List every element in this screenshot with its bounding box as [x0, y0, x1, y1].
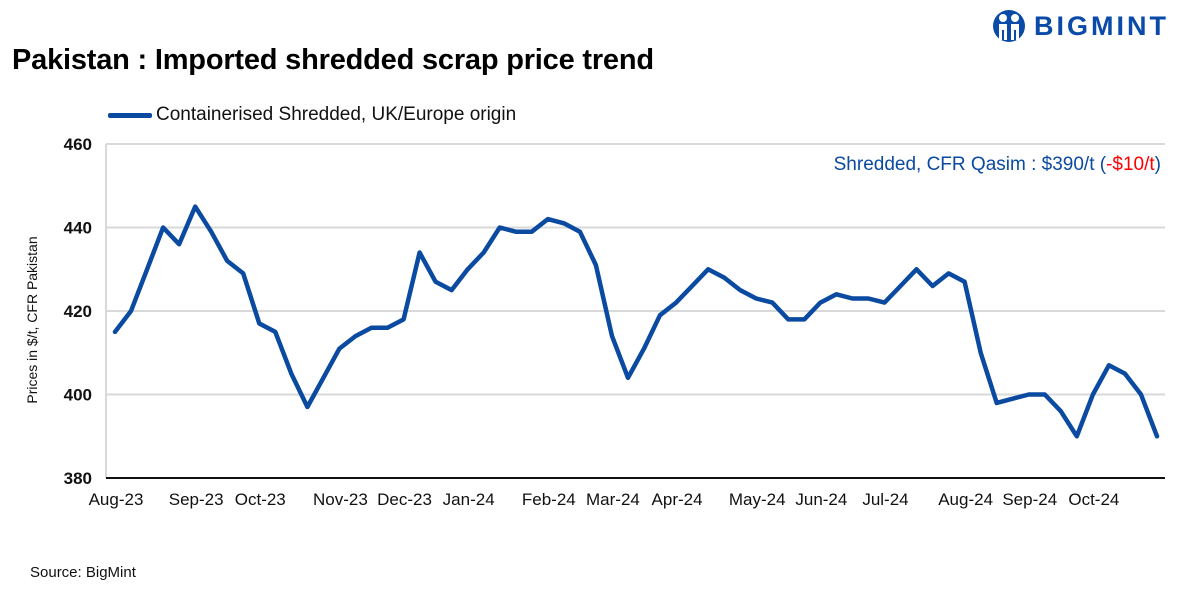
y-tick-label: 400: [64, 386, 92, 405]
x-tick-label: Sep-23: [169, 490, 224, 509]
logo-icon: [993, 10, 1025, 42]
x-tick-label: Jan-24: [443, 490, 495, 509]
annotation-prefix: Shredded, CFR Qasim : $390/t (: [833, 154, 1107, 175]
annotation-suffix: ): [1154, 154, 1161, 175]
legend-swatch: [108, 112, 152, 118]
legend: Containerised Shredded, UK/Europe origin: [108, 104, 516, 126]
series-line: [112, 204, 1160, 439]
x-tick-label: Jul-24: [862, 490, 908, 509]
annotation-change: -$10/t: [1106, 154, 1155, 175]
x-tick-label: Dec-23: [377, 490, 432, 509]
x-tick-label: Oct-24: [1068, 490, 1119, 509]
x-tick-label: Aug-23: [89, 490, 144, 509]
x-tick-label: Jun-24: [795, 490, 847, 509]
logo-text: BIGMINT: [1034, 10, 1169, 41]
price-annotation: Shredded, CFR Qasim : $390/t (-$10/t): [834, 154, 1161, 176]
x-tick-label: Oct-23: [235, 490, 286, 509]
legend-label: Containerised Shredded, UK/Europe origin: [156, 104, 517, 125]
x-tick-label: Nov-23: [313, 490, 368, 509]
y-tick-label: 440: [64, 219, 92, 238]
x-tick-label: Apr-24: [652, 490, 703, 509]
chart-title: Pakistan : Imported shredded scrap price…: [12, 44, 654, 76]
x-tick-label: Aug-24: [938, 490, 993, 509]
source-note: Source: BigMint: [30, 564, 136, 581]
bigmint-logo: BIGMINT: [992, 8, 1169, 44]
y-tick-label: 420: [64, 302, 92, 321]
x-tick-label: May-24: [729, 490, 786, 509]
y-tick-label: 380: [64, 469, 92, 488]
x-tick-label: Feb-24: [522, 490, 576, 509]
y-tick-label: 460: [64, 135, 92, 154]
x-tick-label: Mar-24: [586, 490, 640, 509]
x-tick-label: Sep-24: [1002, 490, 1057, 509]
